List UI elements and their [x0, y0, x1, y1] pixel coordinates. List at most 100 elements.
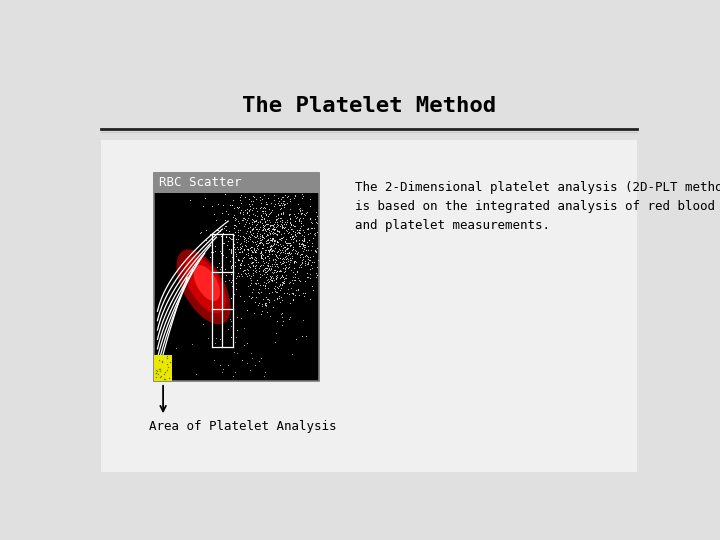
Point — [230, 245, 241, 253]
Point — [282, 215, 293, 224]
Point — [262, 235, 274, 244]
Point — [277, 197, 289, 205]
Point — [264, 272, 275, 281]
Point — [284, 256, 295, 265]
Point — [266, 234, 278, 242]
Point — [242, 281, 253, 290]
Point — [252, 217, 264, 226]
Point — [260, 245, 271, 254]
Point — [269, 244, 281, 252]
Point — [245, 279, 256, 288]
Text: RBC Scatter: RBC Scatter — [158, 177, 241, 190]
Point — [278, 256, 289, 265]
Point — [256, 202, 267, 211]
Point — [287, 289, 299, 298]
Point — [248, 255, 260, 264]
Point — [238, 297, 249, 306]
Point — [236, 241, 248, 250]
Point — [254, 239, 266, 248]
Point — [256, 231, 268, 240]
Point — [228, 213, 239, 222]
Point — [242, 214, 253, 223]
Point — [263, 245, 274, 254]
Point — [238, 214, 250, 222]
Bar — [101, 140, 636, 472]
Point — [222, 310, 234, 319]
Point — [293, 205, 305, 213]
Point — [204, 303, 215, 312]
Point — [198, 320, 210, 328]
Point — [275, 195, 287, 204]
Point — [278, 247, 289, 256]
Point — [264, 230, 276, 239]
Point — [273, 228, 284, 237]
Point — [280, 255, 292, 264]
Point — [225, 201, 236, 210]
Point — [296, 244, 307, 253]
Point — [282, 226, 293, 235]
Point — [210, 247, 221, 255]
Point — [240, 206, 251, 215]
Point — [251, 255, 262, 264]
Point — [212, 287, 223, 295]
Point — [271, 240, 282, 248]
Point — [293, 228, 305, 237]
Point — [211, 271, 222, 279]
Point — [243, 269, 254, 278]
Point — [309, 246, 320, 254]
Point — [260, 198, 271, 206]
Point — [249, 222, 261, 231]
Point — [266, 245, 277, 254]
Point — [245, 253, 256, 261]
Point — [276, 221, 288, 230]
Point — [234, 239, 246, 248]
Point — [251, 204, 262, 212]
Point — [154, 373, 166, 381]
Point — [259, 299, 271, 308]
Point — [228, 240, 239, 248]
Point — [284, 205, 295, 213]
Point — [276, 272, 288, 280]
Point — [232, 226, 243, 234]
Point — [264, 221, 276, 230]
Point — [238, 215, 249, 224]
Point — [301, 251, 312, 259]
Point — [269, 276, 280, 285]
Point — [251, 194, 262, 203]
Point — [261, 279, 272, 287]
Point — [256, 271, 268, 279]
Point — [225, 246, 237, 254]
Point — [294, 228, 306, 237]
Point — [282, 249, 293, 258]
Point — [253, 267, 265, 275]
Point — [290, 213, 302, 222]
Point — [260, 217, 271, 226]
Point — [267, 235, 279, 244]
Point — [257, 233, 269, 241]
Point — [266, 206, 277, 215]
Point — [241, 359, 253, 367]
Point — [266, 249, 277, 258]
Point — [222, 304, 234, 313]
Point — [247, 220, 258, 228]
Point — [247, 238, 258, 246]
Point — [312, 271, 323, 279]
Point — [289, 269, 301, 278]
Point — [235, 193, 246, 201]
Point — [226, 282, 238, 291]
Point — [266, 288, 278, 296]
Point — [263, 249, 274, 258]
Point — [250, 267, 261, 275]
Point — [198, 312, 210, 321]
Point — [294, 277, 305, 286]
Point — [244, 227, 256, 236]
Point — [218, 224, 230, 232]
Point — [310, 268, 322, 277]
Point — [292, 248, 303, 257]
Point — [236, 242, 248, 251]
Point — [261, 261, 272, 269]
Point — [277, 273, 289, 281]
Point — [258, 229, 269, 238]
Point — [229, 262, 240, 271]
Point — [310, 246, 322, 255]
